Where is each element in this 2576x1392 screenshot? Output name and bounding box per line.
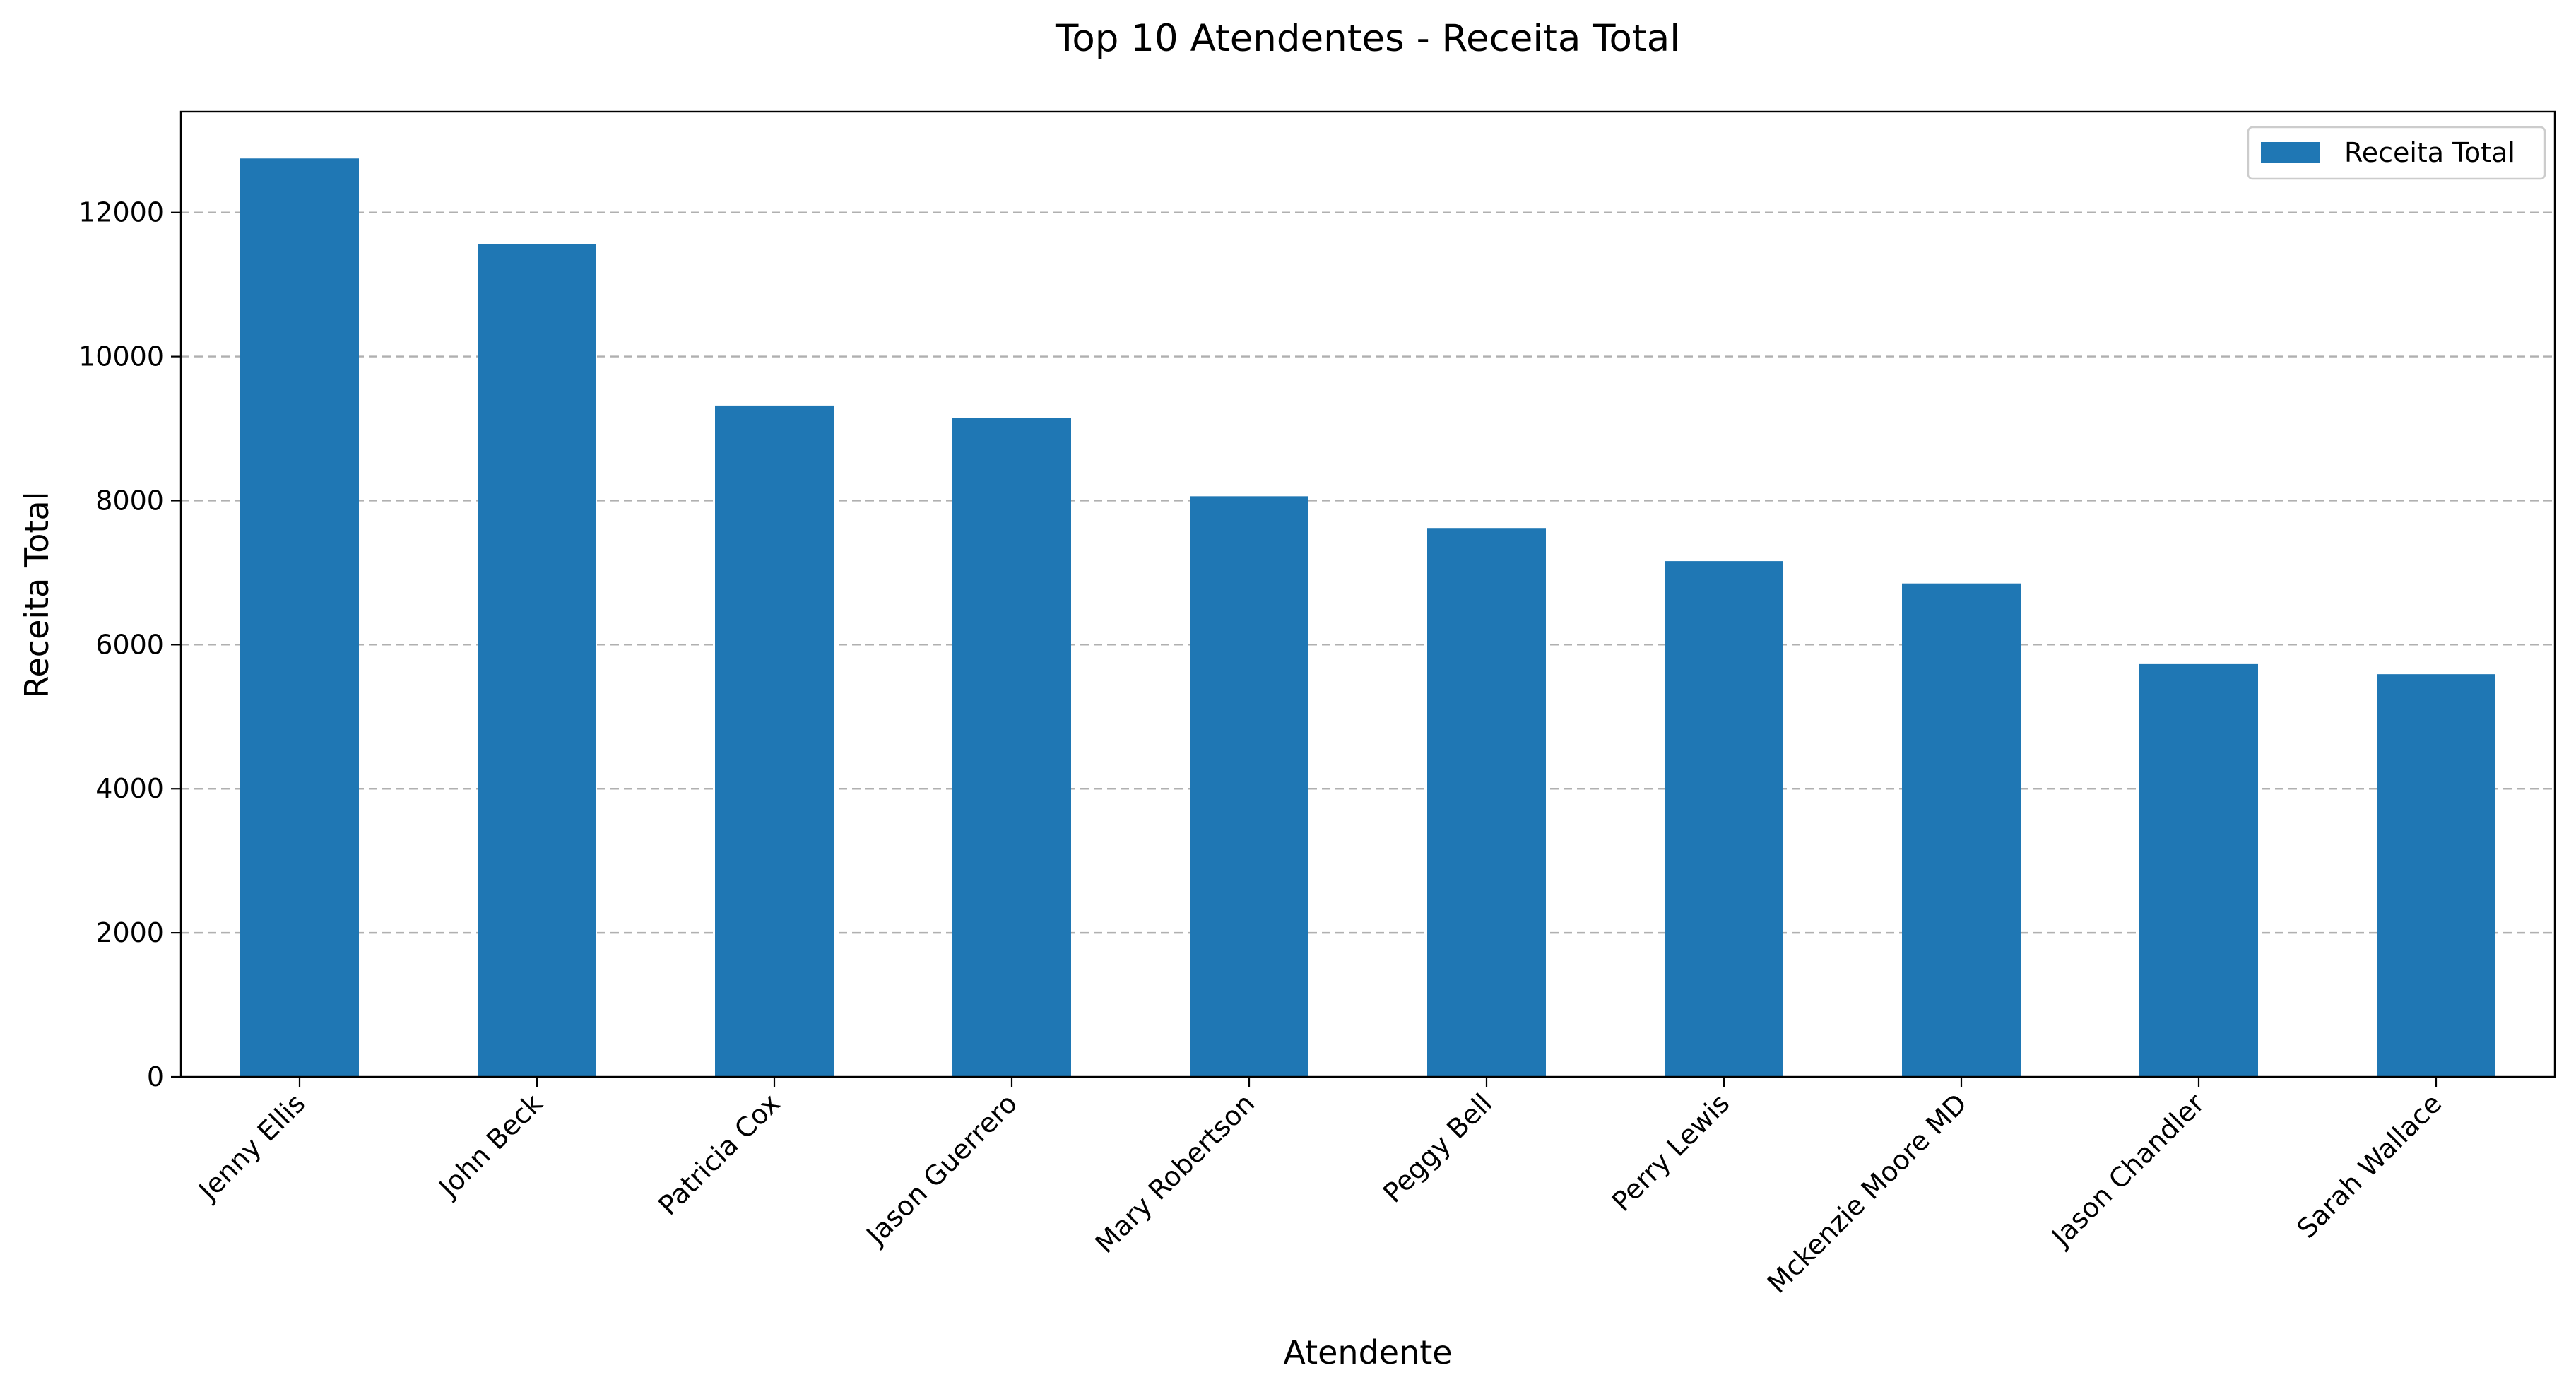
y-tick-label: 6000	[95, 629, 164, 660]
x-tick-label: Mckenzie Moore MD	[1761, 1087, 1973, 1299]
x-axis-ticks: Jenny Ellis John Beck Patricia Cox Jason Gu…	[191, 1077, 2447, 1299]
y-tick-label: 8000	[95, 485, 164, 516]
y-tick-label: 12000	[78, 197, 164, 228]
x-tick-label: Peggy Bell	[1377, 1087, 1498, 1208]
y-tick-label: 10000	[78, 341, 164, 372]
bar	[240, 158, 359, 1077]
bar	[952, 418, 1071, 1077]
legend-swatch	[2261, 142, 2320, 163]
x-tick-label: Perry Lewis	[1606, 1087, 1735, 1217]
bar	[478, 244, 596, 1077]
bar	[1902, 583, 2021, 1077]
bar	[2377, 674, 2495, 1077]
x-tick-label: John Beck	[432, 1087, 549, 1204]
x-tick-label: Jason Guerrero	[860, 1087, 1024, 1251]
x-tick-label: Sarah Wallace	[2291, 1087, 2448, 1244]
y-axis-label: Receita Total	[18, 492, 56, 699]
bar	[1665, 561, 1783, 1077]
y-tick-label: 4000	[95, 773, 164, 804]
legend-box	[2247, 126, 2546, 180]
chart-title: Top 10 Atendentes - Receita Total	[1055, 17, 1680, 60]
x-tick-label: Jason Chandler	[2045, 1087, 2211, 1254]
bar	[715, 405, 834, 1077]
y-tick-label: 2000	[95, 917, 164, 948]
bar	[1427, 528, 1546, 1077]
y-axis-ticks: 0 2000 4000 6000 8000 10000 12000	[78, 197, 181, 1092]
bar	[2139, 663, 2258, 1077]
plot-frame	[179, 110, 2556, 1078]
legend-label: Receita Total	[2344, 137, 2515, 168]
legend: Receita Total	[2247, 126, 2546, 180]
x-axis-label: Atendente	[1283, 1333, 1452, 1372]
x-tick-label: Mary Robertson	[1089, 1087, 1261, 1259]
bar	[1190, 496, 1308, 1077]
bars	[240, 158, 2495, 1077]
x-tick-label: Jenny Ellis	[191, 1087, 311, 1207]
y-tick-label: 0	[147, 1061, 164, 1092]
x-tick-label: Patricia Cox	[652, 1087, 786, 1221]
